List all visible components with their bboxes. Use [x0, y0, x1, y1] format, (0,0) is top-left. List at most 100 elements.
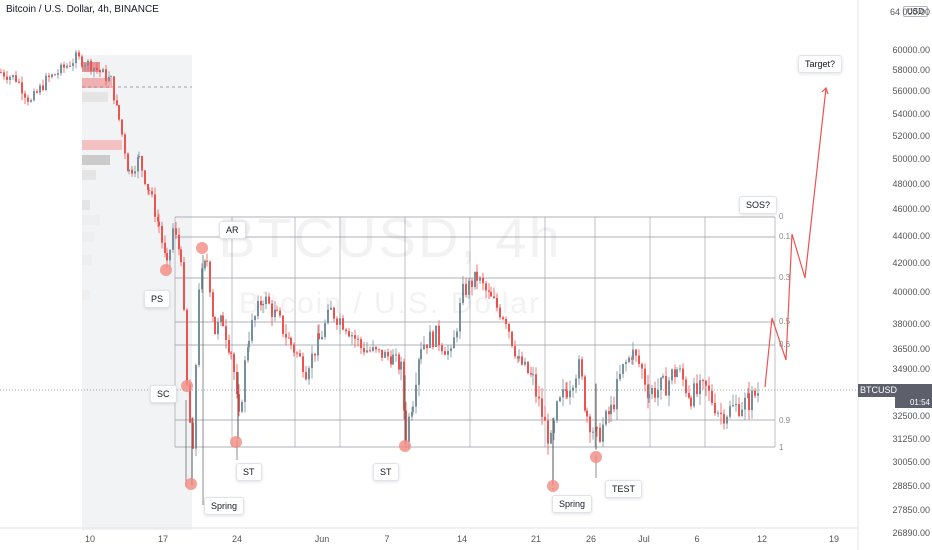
candle: [311, 353, 313, 369]
candle: [511, 331, 513, 347]
candle: [63, 64, 65, 68]
candle: [720, 412, 722, 414]
candle: [381, 349, 383, 358]
annotation-target: Target?: [798, 55, 843, 73]
candle: [474, 271, 476, 288]
candle: [696, 383, 698, 395]
x-tick-label: 6: [694, 534, 700, 544]
candle: [628, 357, 630, 363]
candle: [18, 81, 20, 83]
candle: [508, 323, 510, 332]
candle: [354, 335, 356, 339]
annotation-st-2: ST: [373, 463, 399, 481]
candle: [183, 262, 185, 310]
x-tick-label: 17: [157, 534, 169, 544]
candle: [682, 368, 684, 380]
candle: [247, 347, 249, 361]
fib-label-0.1: 0.1: [779, 232, 791, 241]
candle: [547, 420, 549, 444]
x-tick-label: 24: [231, 534, 243, 544]
candle: [476, 271, 478, 281]
candle: [738, 403, 740, 416]
candle: [535, 374, 537, 397]
candle: [754, 390, 756, 396]
candle: [348, 331, 350, 337]
candle: [619, 373, 621, 380]
candle: [21, 82, 23, 94]
candle: [212, 292, 214, 317]
candle: [613, 404, 615, 410]
candle: [327, 309, 329, 324]
candle: [90, 60, 92, 71]
candle: [735, 403, 737, 406]
candle: [699, 380, 701, 395]
y-tick-label: 48000.00: [892, 179, 930, 189]
y-tick-label: 54000.00: [892, 109, 930, 119]
candle: [336, 318, 338, 325]
y-tick-label: 52000.00: [892, 131, 930, 141]
candle: [432, 331, 434, 347]
candle: [632, 349, 634, 360]
candle: [69, 65, 71, 67]
candle: [33, 91, 35, 101]
candle: [189, 383, 191, 423]
candle: [317, 333, 319, 356]
candle: [357, 338, 359, 340]
event-marker: [181, 380, 193, 392]
fib-label-0.6: 0.6: [779, 340, 791, 349]
candle: [471, 280, 473, 288]
candle: [390, 356, 392, 365]
candle: [527, 361, 529, 374]
price-badge-symbol: BTCUSD: [860, 385, 898, 395]
candle: [201, 268, 203, 290]
candle: [420, 349, 422, 360]
candle: [488, 290, 490, 292]
candle: [438, 325, 440, 346]
candle: [204, 260, 206, 269]
candle: [6, 76, 8, 80]
candle: [351, 335, 353, 337]
candle: [290, 337, 292, 345]
candle: [206, 260, 208, 262]
candle: [757, 393, 759, 396]
candle: [660, 377, 662, 391]
candle: [482, 277, 484, 284]
candle: [403, 361, 405, 411]
candle: [411, 411, 413, 417]
candle: [144, 170, 146, 185]
candle: [360, 339, 362, 349]
projection-arrow: [821, 86, 829, 95]
candle: [729, 406, 731, 417]
candle: [429, 331, 431, 348]
candle: [648, 394, 650, 399]
candle: [641, 363, 643, 369]
candle: [530, 373, 532, 375]
fib-label-0.3: 0.3: [779, 273, 791, 282]
candle: [147, 184, 149, 191]
y-tick-label: 30050.00: [892, 457, 930, 467]
candle: [674, 369, 676, 377]
candle: [30, 100, 32, 102]
candle: [744, 397, 746, 410]
candle: [108, 76, 110, 81]
candle: [0, 72, 2, 74]
candle: [705, 380, 707, 386]
candle: [496, 298, 498, 308]
candle: [638, 355, 640, 364]
candle: [363, 348, 365, 353]
projection-path: [764, 87, 827, 388]
y-tick-label: 64 000.00: [889, 7, 930, 17]
annotation-spring-1: Spring: [204, 497, 245, 515]
candle: [748, 393, 750, 411]
currency-selector[interactable]: USD: [903, 6, 928, 17]
candle: [81, 56, 83, 67]
candle: [635, 349, 637, 356]
candle: [105, 69, 107, 81]
x-tick-label: Jul: [638, 534, 650, 544]
candle: [330, 307, 332, 310]
candle: [479, 277, 481, 281]
candle: [372, 347, 374, 351]
fib-label-0.5: 0.5: [779, 317, 791, 326]
candle: [490, 291, 492, 297]
